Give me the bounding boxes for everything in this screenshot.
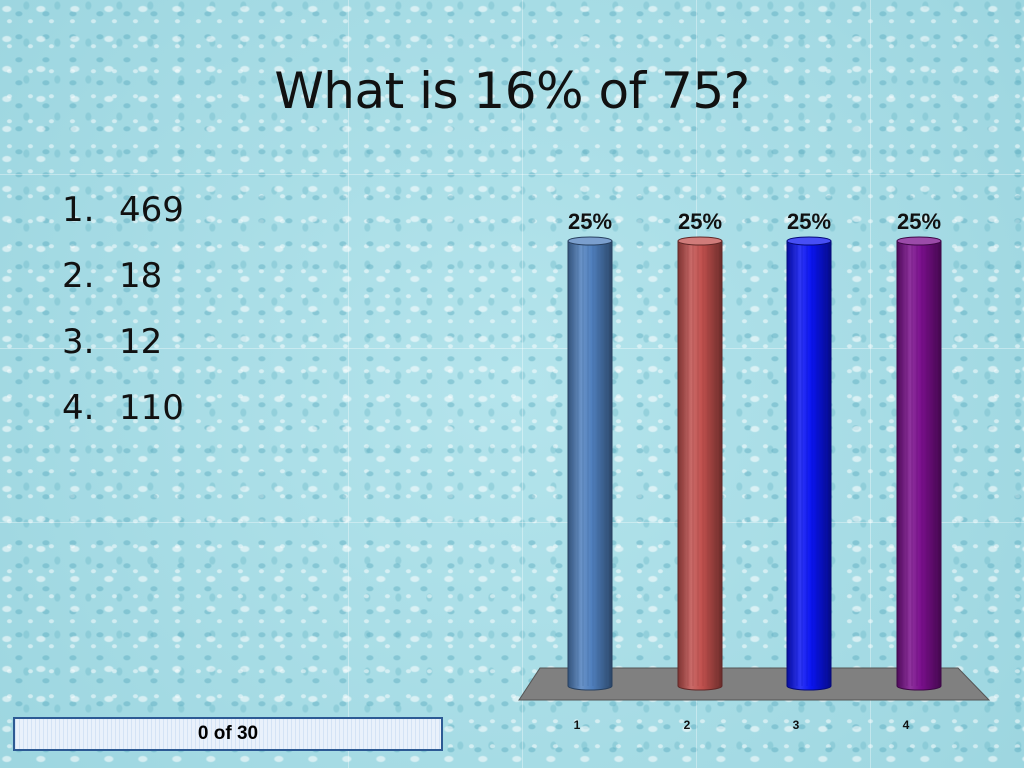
- answer-number: 3.: [62, 322, 95, 362]
- response-chart: 25% 1 25% 2 25% 3 25% 4: [518, 209, 991, 732]
- background-grid-line: [0, 174, 1024, 175]
- x-tick-label-3: 3: [793, 718, 800, 732]
- x-tick-label-1: 1: [574, 718, 581, 732]
- background-grid-line: [0, 522, 1024, 523]
- bar-2: [677, 240, 723, 691]
- data-label-1: 25%: [568, 209, 612, 234]
- bar-4-top: [896, 236, 942, 246]
- question-title: What is 16% of 75?: [274, 62, 750, 120]
- answer-option-4[interactable]: 4. 110: [62, 388, 184, 454]
- background-grid-line: [0, 348, 1024, 349]
- bar-2-top: [677, 236, 723, 246]
- data-label-4: 25%: [897, 209, 941, 234]
- bar-3-top: [786, 236, 832, 246]
- answer-option-1[interactable]: 1. 469: [62, 190, 184, 256]
- answer-number: 2.: [62, 256, 95, 296]
- bar-3: [786, 240, 832, 691]
- background-grid-line: [522, 0, 523, 768]
- answer-text: 469: [119, 190, 184, 230]
- answer-list: 1. 469 2. 18 3. 12 4. 110: [62, 190, 184, 454]
- bar-4: [896, 240, 942, 691]
- background-grid-line: [870, 0, 871, 768]
- bar-1: [567, 240, 613, 691]
- x-tick-label-4: 4: [903, 718, 910, 732]
- response-counter-text: 0 of 30: [197, 723, 259, 744]
- answer-number: 4.: [62, 388, 95, 428]
- background-grid-line: [348, 0, 349, 768]
- answer-option-3[interactable]: 3. 12: [62, 322, 184, 388]
- data-label-2: 25%: [678, 209, 722, 234]
- answer-text: 12: [119, 322, 163, 362]
- data-label-3: 25%: [787, 209, 831, 234]
- answer-number: 1.: [62, 190, 95, 230]
- bar-1-top: [567, 236, 613, 246]
- answer-option-2[interactable]: 2. 18: [62, 256, 184, 322]
- answer-text: 18: [119, 256, 163, 296]
- x-tick-label-2: 2: [684, 718, 691, 732]
- response-counter: 0 of 30: [13, 717, 443, 751]
- answer-text: 110: [119, 388, 184, 428]
